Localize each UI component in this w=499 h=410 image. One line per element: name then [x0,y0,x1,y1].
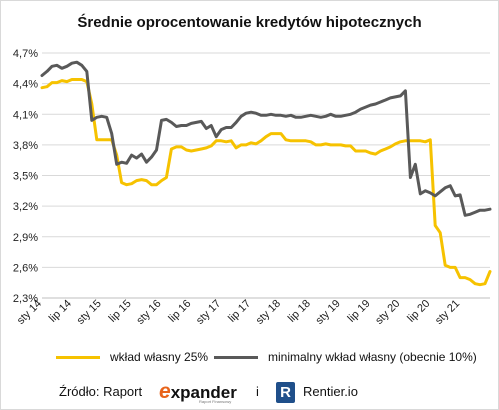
y-tick-label: 3,8% [13,140,38,152]
x-tick-label: sty 20 [373,298,402,327]
x-tick-label: sty 17 [194,298,223,327]
x-tick-label: lip 15 [107,298,134,325]
source-label: Źródło: Raport [59,384,143,399]
y-tick-label: 2,9% [13,232,38,244]
conjunction-text: i [256,384,259,399]
x-tick-label: lip 14 [47,298,74,325]
legend: wkład własny 25% minimalny wkład własny … [0,350,499,370]
expander-logo: expander Raport Finansowy [159,380,237,404]
x-tick-label: lip 17 [226,298,253,325]
y-tick-label: 4,4% [13,79,38,91]
legend-label-series2: minimalny wkład własny (obecnie 10%) [268,350,477,364]
x-tick-label: lip 19 [346,298,373,325]
chart-title: Średnie oprocentowanie kredytów hipotecz… [77,14,422,31]
y-tick-label: 4,7% [13,48,38,60]
x-tick-label: sty 15 [75,298,104,327]
x-tick-label: lip 20 [405,298,432,325]
x-tick-label: sty 18 [254,298,283,327]
footer-source: Źródło: Raport expander Raport Finansowy … [0,380,499,406]
rentier-text: Rentier.io [303,384,358,399]
x-tick-label: lip 16 [166,298,193,325]
series-line-1 [40,78,492,287]
y-tick-label: 4,1% [13,109,38,121]
x-tick-label: lip 18 [286,298,313,325]
legend-swatch-gray [214,355,258,359]
rentier-logo-icon: R [276,382,295,403]
x-tick-label: sty 21 [433,298,462,327]
legend-item-series2: minimalny wkład własny (obecnie 10%) [214,350,477,364]
y-tick-label: 3,2% [13,201,38,213]
series-line-2 [40,60,492,217]
legend-label-series1: wkład własny 25% [110,350,209,364]
y-tick-label: 2,3% [13,293,38,305]
legend-item-series1: wkład własny 25% [56,350,208,364]
x-tick-label: sty 16 [134,298,163,327]
y-tick-label: 2,6% [13,262,38,274]
y-tick-label: 3,5% [13,171,38,183]
x-tick-label: sty 19 [314,298,343,327]
legend-swatch-yellow [56,355,100,359]
